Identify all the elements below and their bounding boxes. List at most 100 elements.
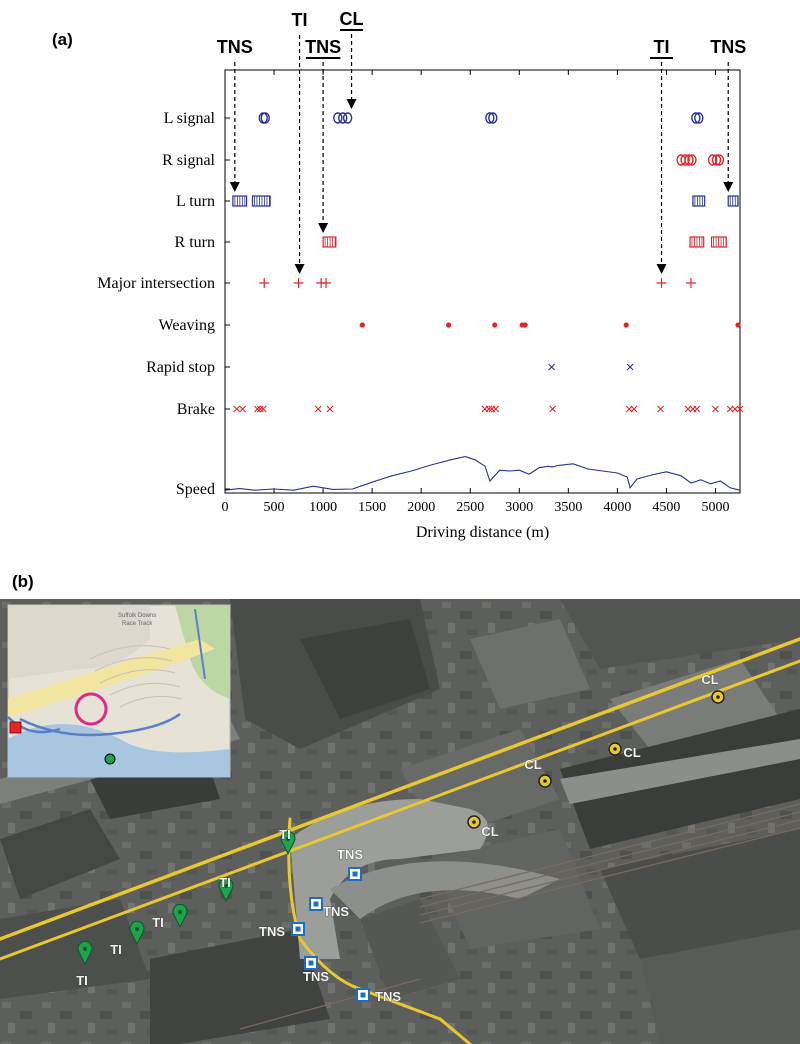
cl-map-marker: CL: [467, 815, 499, 839]
event-chart: 0 500 1000 1500 2000 2500 3000 3500 4000 4500 5000…: [97, 9, 746, 541]
intersection-plus: [259, 278, 270, 288]
row-label: R signal: [162, 152, 215, 169]
turn-bar: [727, 195, 739, 207]
row-label: Speed: [176, 481, 215, 498]
panel-a: (a) 0 500 1000 1500 2000 2500 3000 3500 4000 4500…: [52, 9, 746, 541]
ti-map-marker: TI: [218, 875, 234, 903]
brake-x: [657, 405, 664, 413]
signal-circle: [485, 112, 495, 124]
x-tick-label: 1500: [358, 500, 386, 515]
turn-bar: [692, 195, 706, 207]
signal-circle: [707, 154, 718, 166]
x-tick-label: 4500: [652, 500, 680, 515]
map-marker-label: TI: [110, 942, 122, 957]
row-label: L signal: [164, 110, 216, 127]
brake-x: [259, 405, 267, 413]
brake-x: [492, 405, 500, 413]
signal-circle: [691, 112, 701, 124]
row-label: Brake: [177, 401, 215, 418]
brake-x: [684, 405, 692, 413]
brake-x: [625, 405, 633, 413]
intersection-plus: [656, 278, 667, 288]
x-axis-label: Driving distance (m): [416, 524, 549, 541]
brake-x: [731, 405, 739, 413]
map-markers: CL CL CL CL TI TI TI TI TI TNS TNS TNS TNS TNS: [76, 672, 725, 1004]
map-marker-label: TI: [152, 915, 164, 930]
weaving-dot: [492, 322, 498, 328]
map-marker-label: CL: [701, 672, 718, 687]
signal-circle: [258, 112, 268, 124]
rapid-stop-x: [626, 363, 634, 371]
annotation-label: CL: [340, 9, 364, 29]
brake-x: [630, 405, 638, 413]
brake-x: [326, 405, 334, 413]
ti-map-marker: TI: [279, 827, 296, 856]
turn-bar: [251, 195, 271, 207]
x-tick-label: 0: [222, 500, 229, 515]
signal-circle: [342, 112, 353, 124]
highlight-circle: [74, 692, 108, 726]
rail-tracks: [239, 803, 800, 1030]
inset-label-2: Race Track: [122, 621, 153, 627]
x-tick-label: 2000: [407, 500, 435, 515]
brake-x: [736, 405, 744, 413]
map-marker-label: TNS: [337, 847, 363, 862]
brake-x: [726, 405, 734, 413]
x-tick-label: 1000: [309, 500, 337, 515]
signal-circle: [714, 154, 725, 166]
brake-x: [712, 405, 719, 413]
weaving-dot: [446, 322, 452, 328]
inset-label-1: Suffolk Downs: [118, 613, 156, 619]
map-marker-label: TI: [76, 973, 88, 988]
brake-x: [253, 405, 261, 413]
map-marker-label: CL: [524, 757, 541, 772]
signal-circle: [333, 112, 343, 124]
signal-circle: [488, 112, 498, 124]
annotation-arrow-head: [346, 99, 357, 109]
yellow-roads: [0, 637, 800, 1044]
plot-frame: [224, 69, 741, 494]
annotation-label: TI: [654, 37, 670, 57]
weaving-dot: [735, 322, 741, 328]
weaving-dot: [522, 322, 528, 328]
tns-map-marker: TNS: [337, 847, 364, 881]
brake-x: [314, 405, 322, 413]
map-marker-label: TI: [279, 827, 291, 842]
panel-b: (b): [0, 572, 800, 1044]
ti-map-marker: TI: [152, 903, 188, 930]
map-marker-label: CL: [481, 824, 498, 839]
signal-circle: [680, 154, 690, 166]
inset-map: Suffolk Downs Race Track: [7, 604, 231, 778]
intersection-plus: [321, 278, 332, 288]
brake-x: [256, 405, 264, 413]
aerial-map: CL CL CL CL TI TI TI TI TI TNS TNS TNS TNS TNS Suffol…: [0, 599, 800, 1044]
map-marker-label: TI: [219, 875, 231, 890]
map-marker-label: TNS: [303, 969, 329, 984]
brake-x: [693, 405, 701, 413]
end-dot-marker: [104, 753, 116, 765]
map-marker-label: TNS: [323, 904, 349, 919]
x-tick-label: 5000: [701, 500, 729, 515]
signal-circle: [684, 154, 694, 166]
map-marker-label: CL: [623, 745, 640, 760]
start-square-marker: [9, 721, 22, 734]
cl-map-marker: CL: [524, 757, 552, 788]
map-marker-label: TNS: [259, 924, 285, 939]
x-tick-label: 4000: [603, 500, 631, 515]
panel-b-label: (b): [12, 572, 34, 591]
signal-circle: [687, 154, 697, 166]
speed-line: [224, 456, 741, 491]
signal-circle: [711, 154, 722, 166]
brake-x: [233, 405, 241, 413]
tns-map-marker: TNS: [259, 922, 305, 939]
weaving-dot: [623, 322, 629, 328]
x-tick-label: 500: [264, 500, 285, 515]
annotation-label: TI: [292, 10, 308, 30]
tns-map-marker: TNS: [309, 897, 350, 919]
x-tick-label: 3500: [554, 500, 582, 515]
row-label: R turn: [175, 234, 215, 251]
signal-circle: [694, 112, 704, 124]
brake-x: [549, 405, 557, 413]
tns-map-marker: TNS: [356, 988, 402, 1004]
cl-map-marker: CL: [701, 672, 725, 704]
